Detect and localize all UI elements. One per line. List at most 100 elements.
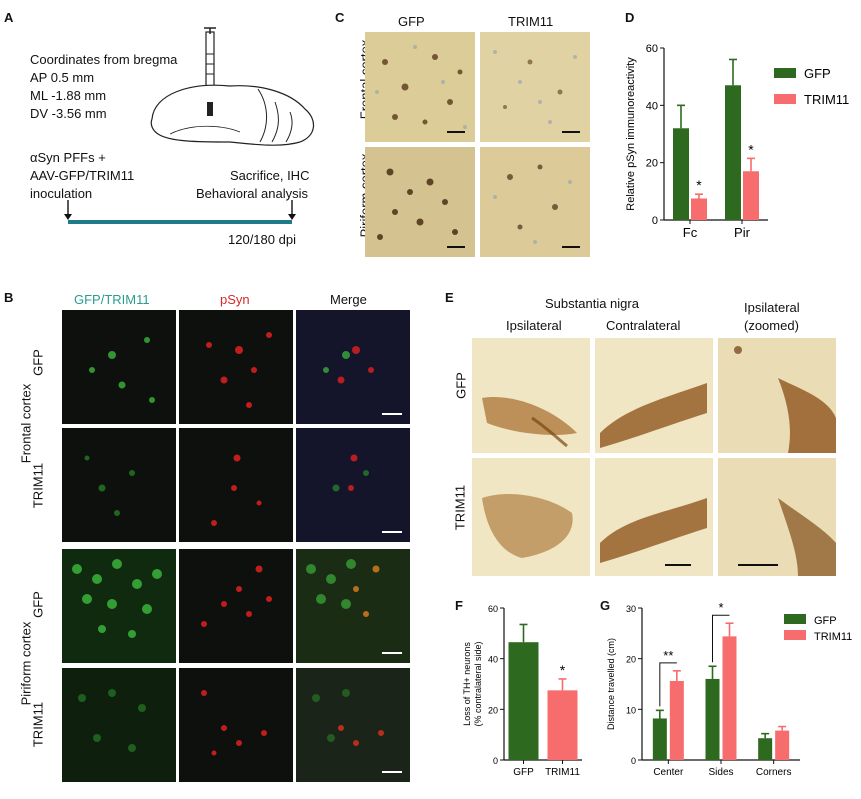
micrograph-c-gfp-frontal — [365, 32, 475, 142]
bar — [691, 198, 707, 220]
panel-b-region-frontal: Frontal cortex — [18, 383, 34, 464]
micrograph-e-trim11-zoomed — [718, 458, 836, 576]
y-tick-label: 40 — [646, 100, 658, 112]
legend-swatch — [774, 94, 796, 104]
chart-g: 0 10 20 30 Distance travelled (cm) Center Side… — [606, 600, 852, 778]
bar — [669, 680, 684, 760]
coord-ml: ML -1.88 mm — [30, 88, 107, 103]
micrograph-b-trim11-frontal-red — [179, 428, 293, 542]
legend-swatch — [774, 68, 796, 78]
chart-d: 0 20 40 60 Relative pSyn immunoreactivity Fc P… — [625, 43, 849, 240]
coords-title: Coordinates from bregma — [30, 52, 178, 67]
micrograph-e-trim11-contralateral — [595, 458, 713, 576]
significance-star: ** — [663, 648, 673, 663]
micrograph-b-trim11-piriform-merge — [296, 668, 410, 782]
legend-label: GFP — [814, 615, 837, 627]
micrograph-b-trim11-frontal-green — [62, 428, 176, 542]
bar — [758, 738, 773, 760]
endpoint-line2: Behavioral analysis — [196, 186, 309, 201]
inoculation-line1: αSyn PFFs + — [30, 150, 106, 165]
panel-label-c: C — [335, 10, 345, 25]
panel-label-f: F — [455, 598, 463, 613]
chart-f: 0 20 40 60 Loss of TH+ neurons (% contralater… — [462, 604, 582, 778]
legend-label: TRIM11 — [804, 92, 849, 107]
y-tick-label: 60 — [488, 604, 498, 614]
timeline — [64, 200, 296, 224]
legend-swatch — [784, 630, 806, 640]
significance-star: * — [696, 177, 702, 193]
legend-label: GFP — [804, 66, 831, 81]
micrograph-e-gfp-contralateral — [595, 338, 713, 453]
y-axis-label: Distance travelled (cm) — [606, 638, 616, 730]
significance-bracket — [659, 662, 677, 707]
bar — [722, 636, 737, 760]
panel-e-col-contralateral: Contralateral — [606, 318, 681, 333]
panel-e-col-ipsilateral: Ipsilateral — [506, 318, 562, 333]
bar — [508, 642, 539, 760]
significance-star: * — [560, 662, 566, 678]
x-tick-label: GFP — [513, 767, 534, 778]
micrograph-e-trim11-ipsilateral — [472, 458, 590, 576]
panel-c-col-trim11: TRIM11 — [508, 14, 554, 29]
y-tick-label: 30 — [626, 604, 636, 614]
panel-label-a: A — [4, 10, 14, 25]
y-tick-label: 10 — [626, 705, 636, 715]
panel-label-g: G — [600, 598, 611, 613]
panel-e-row-gfp: GFP — [453, 372, 469, 399]
y-tick-label: 20 — [626, 655, 636, 665]
micrograph-c-trim11-frontal — [480, 32, 590, 142]
syringe-icon — [205, 31, 215, 91]
y-tick-label: 20 — [646, 158, 658, 170]
y-axis-label: Loss of TH+ neurons — [462, 642, 472, 726]
y-tick-label: 40 — [488, 655, 498, 665]
coord-dv: DV -3.56 mm — [30, 106, 107, 121]
panel-label-b: B — [4, 290, 14, 305]
micrograph-b-gfp-frontal-green — [62, 310, 176, 424]
panel-label-d: D — [625, 10, 635, 25]
micrograph-e-gfp-zoomed — [718, 338, 836, 453]
micrograph-b-trim11-piriform-red — [179, 668, 293, 782]
x-tick-label: Corners — [756, 767, 792, 778]
micrograph-b-gfp-frontal-red — [179, 310, 293, 424]
y-axis-label: Relative pSyn immunoreactivity — [625, 57, 637, 211]
timeline-bar — [68, 220, 292, 224]
legend-swatch — [784, 614, 806, 624]
bar — [673, 128, 689, 220]
coord-ap: AP 0.5 mm — [30, 70, 95, 85]
panel-label-e: E — [445, 290, 454, 305]
timepoint-label: 120/180 dpi — [228, 232, 296, 247]
micrograph-b-gfp-piriform-green — [62, 549, 176, 663]
bar — [743, 171, 759, 220]
bar — [652, 718, 667, 760]
bar — [775, 730, 790, 760]
micrograph-c-trim11-piriform — [480, 147, 590, 257]
panel-b-region-piriform: Piriform cortex — [18, 621, 34, 706]
significance-star: * — [748, 141, 754, 157]
panel-e-row-trim11: TRIM11 — [452, 484, 468, 531]
y-tick-label: 0 — [493, 756, 498, 766]
micrograph-b-gfp-piriform-merge — [296, 549, 410, 663]
panel-b-col-psyn: pSyn — [220, 292, 250, 307]
mouse-brain-syringe-diagram — [150, 27, 314, 146]
micrograph-c-gfp-piriform — [365, 147, 475, 257]
significance-star: * — [718, 600, 723, 615]
panel-b-col-merge: Merge — [330, 292, 367, 307]
y-tick-label: 60 — [646, 43, 658, 55]
micrograph-b-gfp-frontal-merge — [296, 310, 410, 424]
legend-label: TRIM11 — [814, 631, 852, 643]
micrograph-b-trim11-frontal-merge — [296, 428, 410, 542]
panel-e-super-header: Substantia nigra — [545, 296, 639, 311]
endpoint-line1: Sacrifice, IHC — [230, 168, 310, 183]
y-tick-label: 0 — [631, 756, 636, 766]
panel-e-col-zoomed: (zoomed) — [744, 318, 799, 333]
micrograph-b-trim11-piriform-green — [62, 668, 176, 782]
x-tick-label: Fc — [683, 225, 698, 240]
panel-b-col-gfp-trim11: GFP/TRIM11 — [74, 292, 150, 307]
inoculation-line3: inoculation — [30, 186, 93, 201]
panel-e-col-ipsilateral-zoomed: Ipsilateral — [744, 300, 800, 315]
inoculation-line2: AAV-GFP/TRIM11 — [30, 168, 135, 183]
micrograph-e-gfp-ipsilateral — [472, 338, 590, 453]
bar — [705, 678, 720, 760]
bar — [725, 85, 741, 220]
panel-c-col-gfp: GFP — [398, 14, 425, 29]
